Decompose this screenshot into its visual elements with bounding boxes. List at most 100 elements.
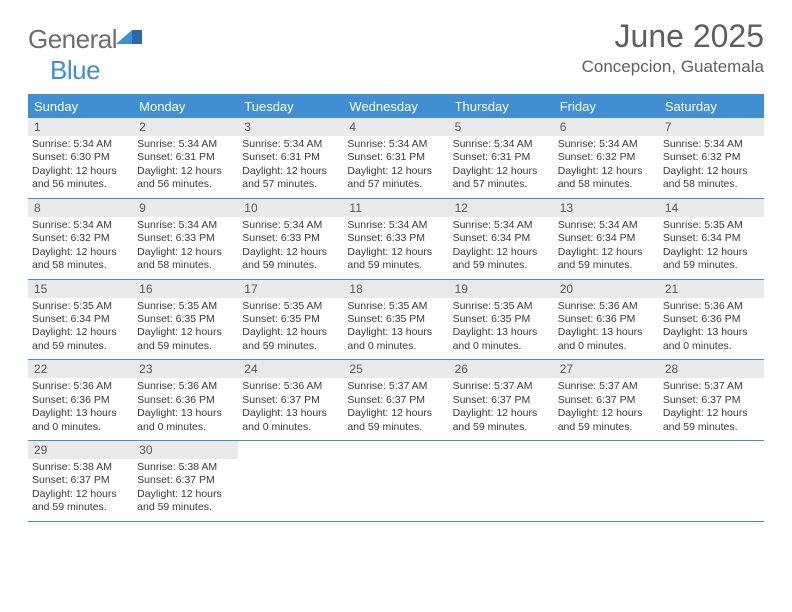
daylight-line: Daylight: 12 hours xyxy=(558,407,655,420)
day-cell: 29Sunrise: 5:38 AMSunset: 6:37 PMDayligh… xyxy=(28,441,133,521)
day-cell: 21Sunrise: 5:36 AMSunset: 6:36 PMDayligh… xyxy=(659,280,764,360)
daylight-line: Daylight: 12 hours xyxy=(137,246,234,259)
daylight-line: Daylight: 12 hours xyxy=(663,407,760,420)
day-number: 11 xyxy=(343,199,448,217)
sunset-line: Sunset: 6:32 PM xyxy=(558,151,655,164)
day-number: 10 xyxy=(238,199,343,217)
daylight-line: Daylight: 12 hours xyxy=(242,326,339,339)
sunset-line: Sunset: 6:37 PM xyxy=(663,394,760,407)
sunset-line: Sunset: 6:37 PM xyxy=(242,394,339,407)
day-number: 26 xyxy=(449,360,554,378)
day-cell: 30Sunrise: 5:38 AMSunset: 6:37 PMDayligh… xyxy=(133,441,238,521)
day-number: 8 xyxy=(28,199,133,217)
day-cell: 23Sunrise: 5:36 AMSunset: 6:36 PMDayligh… xyxy=(133,360,238,440)
daylight-line: and 59 minutes. xyxy=(137,501,234,514)
daylight-line: Daylight: 12 hours xyxy=(453,246,550,259)
day-number: 7 xyxy=(659,118,764,136)
sunset-line: Sunset: 6:36 PM xyxy=(663,313,760,326)
sunset-line: Sunset: 6:31 PM xyxy=(242,151,339,164)
sunset-line: Sunset: 6:30 PM xyxy=(32,151,129,164)
day-number: 6 xyxy=(554,118,659,136)
daylight-line: Daylight: 12 hours xyxy=(558,246,655,259)
daylight-line: Daylight: 12 hours xyxy=(453,407,550,420)
dow-thursday: Thursday xyxy=(449,95,554,118)
day-number: 5 xyxy=(449,118,554,136)
day-number: 17 xyxy=(238,280,343,298)
daylight-line: and 59 minutes. xyxy=(242,259,339,272)
daylight-line: Daylight: 13 hours xyxy=(453,326,550,339)
daylight-line: and 58 minutes. xyxy=(663,178,760,191)
day-number: 19 xyxy=(449,280,554,298)
daylight-line: Daylight: 12 hours xyxy=(137,488,234,501)
sunrise-line: Sunrise: 5:34 AM xyxy=(137,219,234,232)
sunrise-line: Sunrise: 5:38 AM xyxy=(32,461,129,474)
day-number: 29 xyxy=(28,441,133,459)
title-block: June 2025 Concepcion, Guatemala xyxy=(582,18,764,77)
sunrise-line: Sunrise: 5:35 AM xyxy=(347,300,444,313)
day-number: 15 xyxy=(28,280,133,298)
sunrise-line: Sunrise: 5:36 AM xyxy=(32,380,129,393)
day-cell: 8 Sunrise: 5:34 AMSunset: 6:32 PMDaylight… xyxy=(28,199,133,279)
sunrise-line: Sunrise: 5:38 AM xyxy=(137,461,234,474)
sunset-line: Sunset: 6:33 PM xyxy=(137,232,234,245)
sunset-line: Sunset: 6:31 PM xyxy=(347,151,444,164)
day-cell: 1Sunrise: 5:34 AMSunset: 6:30 PMDaylight… xyxy=(28,118,133,198)
day-cell: 19Sunrise: 5:35 AMSunset: 6:35 PMDayligh… xyxy=(449,280,554,360)
sunrise-line: Sunrise: 5:37 AM xyxy=(663,380,760,393)
sunset-line: Sunset: 6:34 PM xyxy=(663,232,760,245)
sunset-line: Sunset: 6:33 PM xyxy=(242,232,339,245)
day-number: 2 xyxy=(133,118,238,136)
sunrise-line: Sunrise: 5:36 AM xyxy=(558,300,655,313)
daylight-line: Daylight: 12 hours xyxy=(32,246,129,259)
dow-sunday: Sunday xyxy=(28,95,133,118)
sunset-line: Sunset: 6:32 PM xyxy=(32,232,129,245)
sunrise-line: Sunrise: 5:34 AM xyxy=(347,219,444,232)
sunset-line: Sunset: 6:35 PM xyxy=(347,313,444,326)
sunset-line: Sunset: 6:35 PM xyxy=(242,313,339,326)
daylight-line: and 59 minutes. xyxy=(663,421,760,434)
sunset-line: Sunset: 6:36 PM xyxy=(558,313,655,326)
sunrise-line: Sunrise: 5:37 AM xyxy=(347,380,444,393)
sunset-line: Sunset: 6:33 PM xyxy=(347,232,444,245)
daylight-line: and 59 minutes. xyxy=(558,259,655,272)
week-row: 1Sunrise: 5:34 AMSunset: 6:30 PMDaylight… xyxy=(28,118,764,199)
daylight-line: and 57 minutes. xyxy=(453,178,550,191)
day-cell: 6Sunrise: 5:34 AMSunset: 6:32 PMDaylight… xyxy=(554,118,659,198)
day-cell: 26Sunrise: 5:37 AMSunset: 6:37 PMDayligh… xyxy=(449,360,554,440)
daylight-line: Daylight: 12 hours xyxy=(347,407,444,420)
day-cell: 18Sunrise: 5:35 AMSunset: 6:35 PMDayligh… xyxy=(343,280,448,360)
sunrise-line: Sunrise: 5:34 AM xyxy=(137,138,234,151)
daylight-line: and 0 minutes. xyxy=(137,421,234,434)
daylight-line: Daylight: 12 hours xyxy=(347,246,444,259)
day-number: 3 xyxy=(238,118,343,136)
sunset-line: Sunset: 6:37 PM xyxy=(32,474,129,487)
week-row: 22Sunrise: 5:36 AMSunset: 6:36 PMDayligh… xyxy=(28,360,764,441)
day-cell: 10Sunrise: 5:34 AMSunset: 6:33 PMDayligh… xyxy=(238,199,343,279)
daylight-line: and 59 minutes. xyxy=(663,259,760,272)
daylight-line: Daylight: 13 hours xyxy=(137,407,234,420)
daylight-line: Daylight: 12 hours xyxy=(32,326,129,339)
day-cell: 14Sunrise: 5:35 AMSunset: 6:34 PMDayligh… xyxy=(659,199,764,279)
day-cell: 15Sunrise: 5:35 AMSunset: 6:34 PMDayligh… xyxy=(28,280,133,360)
sunrise-line: Sunrise: 5:36 AM xyxy=(663,300,760,313)
sunset-line: Sunset: 6:35 PM xyxy=(137,313,234,326)
sunset-line: Sunset: 6:37 PM xyxy=(137,474,234,487)
sunrise-line: Sunrise: 5:34 AM xyxy=(558,219,655,232)
daylight-line: Daylight: 13 hours xyxy=(558,326,655,339)
sunrise-line: Sunrise: 5:37 AM xyxy=(558,380,655,393)
daylight-line: and 59 minutes. xyxy=(32,340,129,353)
day-number: 13 xyxy=(554,199,659,217)
sunrise-line: Sunrise: 5:36 AM xyxy=(137,380,234,393)
sunrise-line: Sunrise: 5:34 AM xyxy=(32,219,129,232)
sunset-line: Sunset: 6:36 PM xyxy=(32,394,129,407)
logo-word-general: General xyxy=(28,24,117,54)
daylight-line: and 57 minutes. xyxy=(242,178,339,191)
day-number: 25 xyxy=(343,360,448,378)
day-number: 21 xyxy=(659,280,764,298)
day-number: 14 xyxy=(659,199,764,217)
daylight-line: and 56 minutes. xyxy=(137,178,234,191)
sunrise-line: Sunrise: 5:35 AM xyxy=(453,300,550,313)
sunrise-line: Sunrise: 5:36 AM xyxy=(242,380,339,393)
dow-friday: Friday xyxy=(554,95,659,118)
calendar-grid: Sunday Monday Tuesday Wednesday Thursday… xyxy=(28,94,764,522)
